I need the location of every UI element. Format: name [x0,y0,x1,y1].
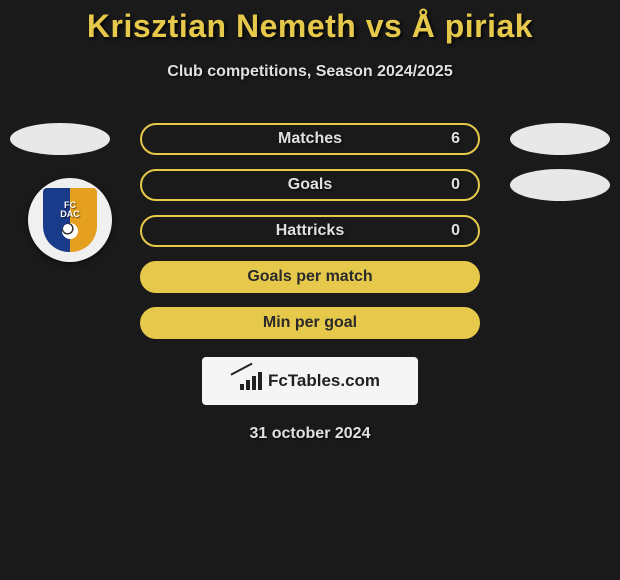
stat-bar-goals: Goals 0 [140,169,480,201]
stat-bar-min-per-goal: Min per goal [140,307,480,339]
stat-row-min-per-goal: Min per goal [0,307,620,339]
stat-bar-hattricks: Hattricks 0 [140,215,480,247]
stat-row-goals-per-match: Goals per match [0,261,620,293]
stat-label: Min per goal [263,314,357,332]
stat-bar-goals-per-match: Goals per match [140,261,480,293]
stat-bar-matches: Matches 6 [140,123,480,155]
stat-value: 0 [451,176,460,194]
stat-row-matches: Matches 6 [0,123,620,155]
logo-text: FcTables.com [268,371,380,391]
date-label: 31 october 2024 [0,425,620,443]
player-oval-left [10,123,110,155]
stat-label: Goals per match [247,268,372,286]
player-oval-right [510,123,610,155]
stat-label: Goals [288,176,332,194]
stat-value: 6 [451,130,460,148]
page-title: Krisztian Nemeth vs Å piriak [0,8,620,45]
fctables-logo[interactable]: FcTables.com [202,357,418,405]
stat-row-goals: Goals 0 [0,169,620,201]
comparison-widget: Krisztian Nemeth vs Å piriak Club compet… [0,0,620,443]
stat-label: Hattricks [276,222,344,240]
player-oval-right [510,169,610,201]
stat-label: Matches [278,130,342,148]
chart-icon [240,372,262,390]
stats-container: Matches 6 Goals 0 Hattricks 0 Goals per … [0,123,620,339]
page-subtitle: Club competitions, Season 2024/2025 [0,63,620,81]
stat-value: 0 [451,222,460,240]
stat-row-hattricks: Hattricks 0 [0,215,620,247]
